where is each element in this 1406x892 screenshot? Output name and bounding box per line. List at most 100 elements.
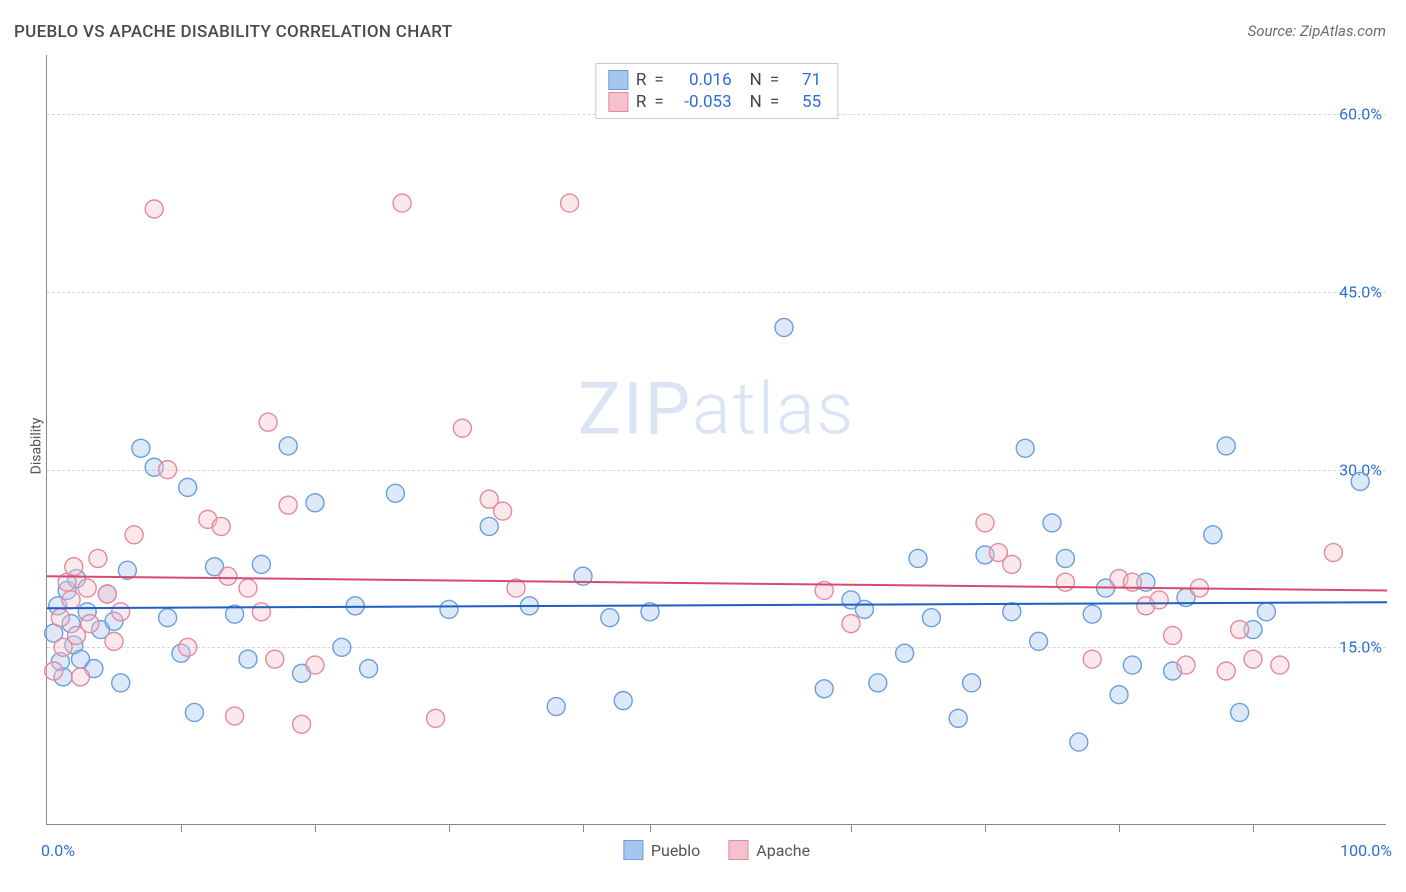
data-point bbox=[480, 517, 498, 535]
data-point bbox=[112, 603, 130, 621]
data-point bbox=[112, 674, 130, 692]
data-point bbox=[89, 549, 107, 567]
source-credit: Source: ZipAtlas.com bbox=[1248, 22, 1386, 40]
data-point bbox=[306, 494, 324, 512]
data-point bbox=[547, 698, 565, 716]
stats-row-pueblo: R = 0.016 N = 71 bbox=[608, 70, 821, 90]
data-point bbox=[1083, 605, 1101, 623]
chart-title: PUEBLO VS APACHE DISABILITY CORRELATION … bbox=[14, 22, 452, 42]
r-value-pueblo: 0.016 bbox=[672, 70, 732, 90]
data-point bbox=[1351, 472, 1369, 490]
data-point bbox=[81, 615, 99, 633]
data-point bbox=[279, 496, 297, 514]
data-point bbox=[1056, 549, 1074, 567]
data-point bbox=[1056, 573, 1074, 591]
data-point bbox=[614, 692, 632, 710]
data-point bbox=[1150, 591, 1168, 609]
data-point bbox=[1177, 656, 1195, 674]
data-point bbox=[922, 609, 940, 627]
data-point bbox=[842, 615, 860, 633]
data-point bbox=[949, 709, 967, 727]
data-point bbox=[239, 650, 257, 668]
stats-row-apache: R = -0.053 N = 55 bbox=[608, 92, 821, 112]
data-point bbox=[1257, 603, 1275, 621]
swatch-apache bbox=[608, 92, 628, 112]
data-point bbox=[252, 555, 270, 573]
data-point bbox=[1123, 656, 1141, 674]
legend-item-pueblo: Pueblo bbox=[623, 840, 700, 860]
data-point bbox=[62, 591, 80, 609]
legend-item-apache: Apache bbox=[728, 840, 810, 860]
data-point bbox=[427, 709, 445, 727]
data-point bbox=[1164, 626, 1182, 644]
data-point bbox=[45, 662, 63, 680]
data-point bbox=[266, 650, 284, 668]
data-point bbox=[453, 419, 471, 437]
data-point bbox=[909, 549, 927, 567]
legend-label-pueblo: Pueblo bbox=[651, 841, 700, 860]
data-point bbox=[65, 558, 83, 576]
data-point bbox=[252, 603, 270, 621]
data-point bbox=[159, 461, 177, 479]
data-point bbox=[815, 680, 833, 698]
data-point bbox=[1043, 514, 1061, 532]
data-point bbox=[1110, 686, 1128, 704]
data-point bbox=[1003, 603, 1021, 621]
data-point bbox=[1244, 650, 1262, 668]
data-point bbox=[279, 437, 297, 455]
n-value-apache: 55 bbox=[787, 92, 821, 112]
data-point bbox=[51, 609, 69, 627]
data-point bbox=[360, 660, 378, 678]
swatch-pueblo bbox=[608, 70, 628, 90]
data-point bbox=[1016, 439, 1034, 457]
plot-area: ZIPatlas 15.0%30.0%45.0%60.0% R = 0.016 … bbox=[46, 55, 1386, 825]
data-point bbox=[293, 715, 311, 733]
data-point bbox=[869, 674, 887, 692]
n-label: N bbox=[750, 70, 762, 90]
data-point bbox=[494, 502, 512, 520]
data-point bbox=[219, 567, 237, 585]
y-axis-label: Disability bbox=[28, 418, 44, 475]
data-point bbox=[440, 600, 458, 618]
data-point bbox=[185, 703, 203, 721]
data-point bbox=[1083, 650, 1101, 668]
r-label: R bbox=[636, 70, 646, 90]
legend-label-apache: Apache bbox=[756, 841, 810, 860]
data-point bbox=[393, 194, 411, 212]
r-label: R bbox=[636, 92, 646, 112]
n-label: N bbox=[750, 92, 762, 112]
data-point bbox=[976, 514, 994, 532]
data-point bbox=[855, 600, 873, 618]
data-point bbox=[963, 674, 981, 692]
data-point bbox=[145, 200, 163, 218]
data-point bbox=[1271, 656, 1289, 674]
x-axis-min-label: 0.0% bbox=[41, 841, 75, 860]
data-point bbox=[239, 579, 257, 597]
data-point bbox=[601, 609, 619, 627]
data-point bbox=[333, 638, 351, 656]
data-point bbox=[561, 194, 579, 212]
data-point bbox=[159, 609, 177, 627]
data-point bbox=[1324, 544, 1342, 562]
data-point bbox=[212, 517, 230, 535]
data-point bbox=[1070, 733, 1088, 751]
swatch-pueblo bbox=[623, 840, 643, 860]
data-point bbox=[1217, 437, 1235, 455]
data-point bbox=[105, 632, 123, 650]
data-point bbox=[226, 707, 244, 725]
data-point bbox=[896, 644, 914, 662]
data-point bbox=[125, 526, 143, 544]
data-point bbox=[386, 484, 404, 502]
data-point bbox=[179, 638, 197, 656]
n-value-pueblo: 71 bbox=[787, 70, 821, 90]
legend: Pueblo Apache bbox=[623, 840, 810, 860]
data-point bbox=[78, 579, 96, 597]
data-point bbox=[1030, 632, 1048, 650]
stats-panel: R = 0.016 N = 71 R = -0.053 N = 55 bbox=[595, 63, 838, 119]
data-point bbox=[179, 478, 197, 496]
data-point bbox=[1003, 555, 1021, 573]
data-point bbox=[72, 668, 90, 686]
data-point bbox=[775, 318, 793, 336]
data-point bbox=[259, 413, 277, 431]
x-axis-max-label: 100.0% bbox=[1340, 841, 1392, 860]
